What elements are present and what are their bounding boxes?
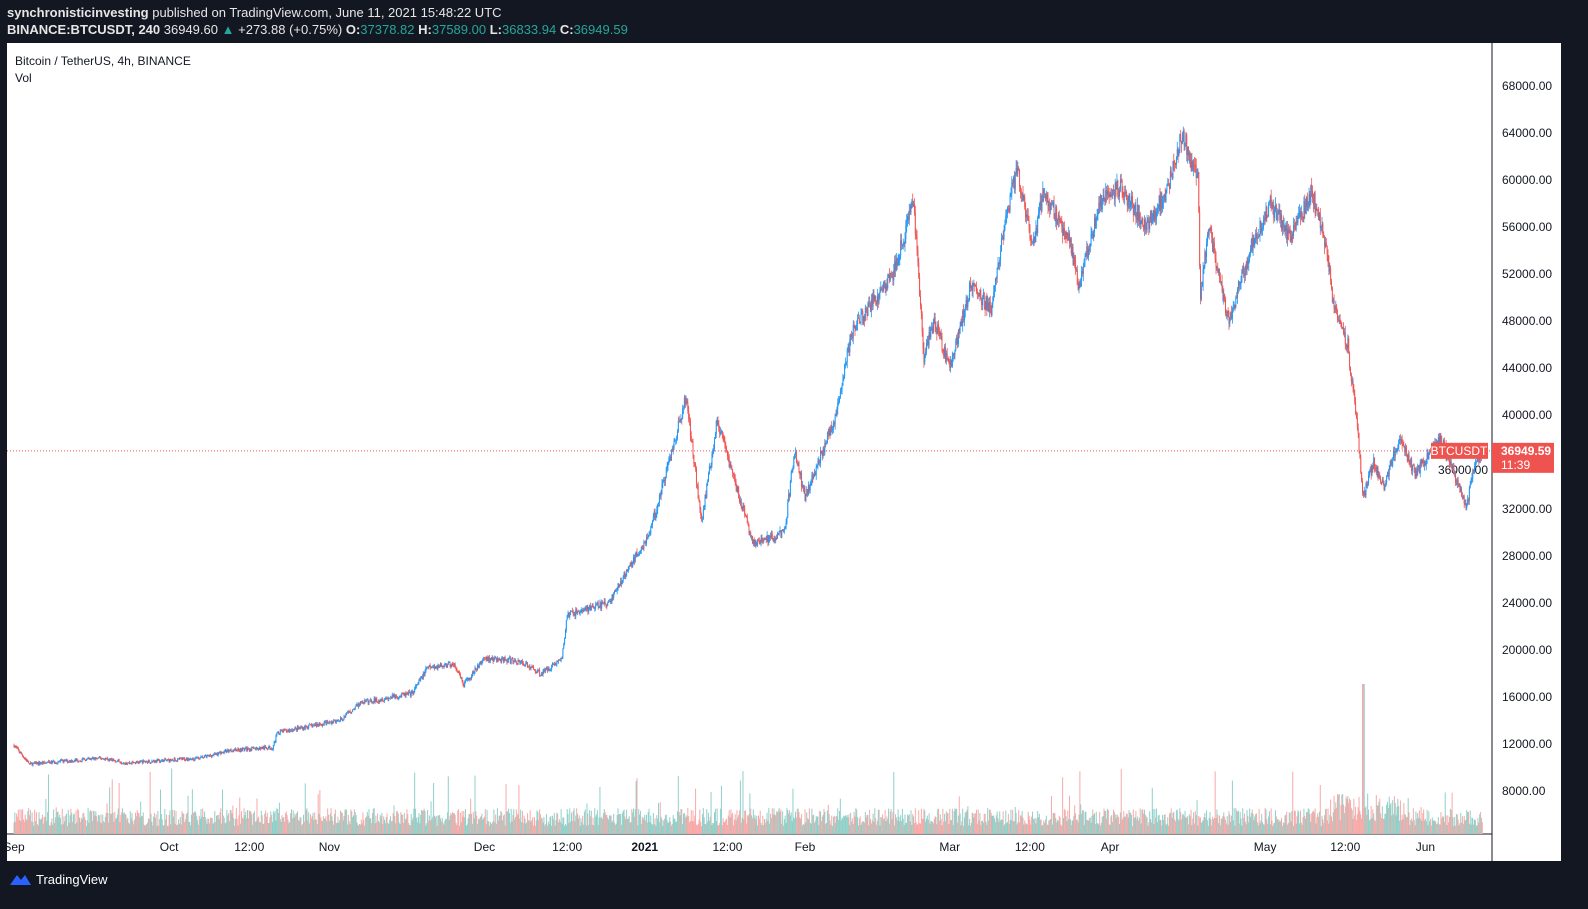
x-tick-label: 12:00 bbox=[1330, 840, 1360, 854]
chart-panel[interactable]: 8000.00 12000.00 16000.00 20000.00 24000.00 2… bbox=[3, 43, 1561, 861]
x-tick-label: Sep bbox=[7, 840, 25, 854]
ohlc-line: BINANCE:BTCUSDT, 240 36949.60 ▲ +273.88 … bbox=[7, 22, 628, 37]
price-chart[interactable]: 8000.00 12000.00 16000.00 20000.00 24000.00 2… bbox=[3, 43, 1561, 861]
low-value: 36833.94 bbox=[502, 22, 557, 37]
y-tick-label: 60000.00 bbox=[1502, 173, 1552, 187]
x-tick-label: Dec bbox=[474, 840, 495, 854]
y-tick-label: 52000.00 bbox=[1502, 267, 1552, 281]
x-tick-label: Feb bbox=[795, 840, 816, 854]
up-arrow-icon: ▲ bbox=[221, 22, 235, 37]
y-tick-label: 56000.00 bbox=[1502, 220, 1552, 234]
high-label: H: bbox=[418, 22, 432, 37]
last-price: 36949.60 bbox=[163, 22, 218, 37]
low-label: L: bbox=[489, 22, 502, 37]
y-tick-label: 44000.00 bbox=[1502, 361, 1552, 375]
y-tick-label: 64000.00 bbox=[1502, 126, 1552, 140]
y-tick-label: 20000.00 bbox=[1502, 643, 1552, 657]
y-tick-label: 16000.00 bbox=[1502, 690, 1552, 704]
open-label: O: bbox=[345, 22, 361, 37]
x-tick-label: 12:00 bbox=[552, 840, 582, 854]
y-tick-label: 28000.00 bbox=[1502, 549, 1552, 563]
y-tick-label: 48000.00 bbox=[1502, 314, 1552, 328]
publish-info: synchronisticinvesting published on Trad… bbox=[7, 5, 502, 20]
author[interactable]: synchronisticinvesting bbox=[7, 5, 149, 20]
volume-bars bbox=[13, 684, 1483, 834]
x-tick-label: Nov bbox=[319, 840, 340, 854]
change: +273.88 (+0.75%) bbox=[238, 22, 343, 37]
y-tick-label: 24000.00 bbox=[1502, 596, 1552, 610]
x-tick-label: May bbox=[1254, 840, 1277, 854]
high-value: 37589.00 bbox=[431, 22, 487, 37]
y-tick-label: 40000.00 bbox=[1502, 408, 1552, 422]
x-tick-label: Mar bbox=[939, 840, 960, 854]
x-tick-label: Oct bbox=[160, 840, 179, 854]
y-tick-label: 32000.00 bbox=[1502, 502, 1552, 516]
y-tick-label: 8000.00 bbox=[1502, 784, 1546, 798]
y-tick-label: 36000.00 bbox=[1438, 463, 1488, 477]
x-tick-label: 12:00 bbox=[1015, 840, 1045, 854]
close-value: 36949.59 bbox=[573, 22, 628, 37]
y-tick-label: 68000.00 bbox=[1502, 79, 1552, 93]
x-tick-label: Apr bbox=[1101, 840, 1120, 854]
close-label: C: bbox=[559, 22, 574, 37]
published-text: published on TradingView.com, June 11, 2… bbox=[152, 5, 502, 20]
symbol: BINANCE:BTCUSDT, 240 bbox=[7, 22, 161, 37]
x-tick-label: 12:00 bbox=[712, 840, 742, 854]
open-value: 37378.82 bbox=[360, 22, 415, 37]
candles bbox=[13, 126, 1483, 767]
x-tick-label: Jun bbox=[1416, 840, 1435, 854]
x-tick-label: 12:00 bbox=[234, 840, 264, 854]
x-tick-label: 2021 bbox=[631, 840, 658, 854]
y-tick-label: 12000.00 bbox=[1502, 737, 1552, 751]
